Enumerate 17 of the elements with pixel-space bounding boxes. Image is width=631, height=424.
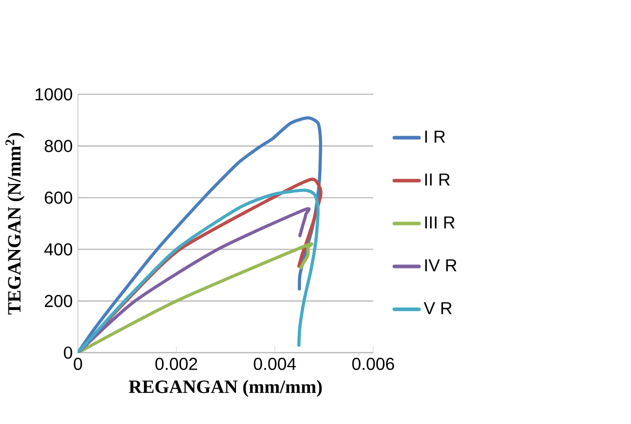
x-tick-label: 0: [74, 358, 82, 370]
legend-label: III R: [425, 216, 455, 228]
y-tick-label: 1000: [36, 88, 72, 100]
legend-label: IV R: [425, 259, 456, 272]
x-tick-label: 0.002: [155, 358, 198, 370]
legend-label: I R: [425, 130, 445, 142]
legend-label: II R: [425, 173, 450, 186]
x-tick-label: 0.004: [254, 358, 296, 370]
y-tick-label: 400: [44, 243, 72, 256]
y-tick-label: 800: [44, 140, 72, 152]
x-axis-title: REGANGAN (mm/mm): [128, 380, 322, 397]
y-tick-label: 200: [44, 294, 72, 307]
y-tick-label: 0: [64, 346, 72, 359]
y-axis-title: TEGANGAN (N/mm$^{2}$): [6, 132, 24, 314]
legend-label: V R: [424, 302, 452, 314]
x-tick-label: 0.006: [352, 358, 394, 370]
y-tick-label: 600: [44, 191, 72, 204]
